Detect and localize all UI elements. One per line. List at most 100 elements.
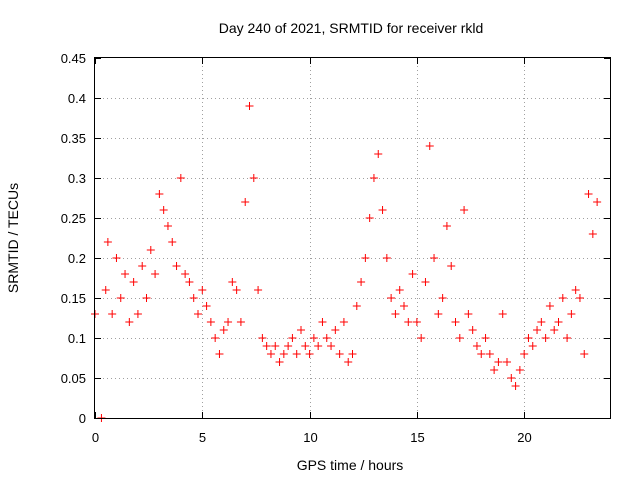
y-tick-label: 0.25 — [61, 211, 86, 226]
x-axis-label: GPS time / hours — [297, 457, 404, 473]
data-point — [357, 278, 366, 286]
data-point — [554, 318, 563, 326]
data-point — [352, 302, 361, 310]
data-point — [322, 334, 331, 342]
data-point — [460, 206, 469, 214]
data-point — [365, 214, 374, 222]
y-tick-label: 0.2 — [68, 251, 86, 266]
data-point — [430, 254, 439, 262]
data-point — [309, 334, 318, 342]
x-tick-label: 10 — [303, 430, 317, 445]
data-point — [292, 350, 301, 358]
data-point — [417, 334, 426, 342]
y-tick-label: 0.15 — [61, 291, 86, 306]
data-point — [219, 326, 228, 334]
data-point — [129, 278, 138, 286]
chart-title: Day 240 of 2021, SRMTID for receiver rkl… — [219, 20, 484, 36]
y-axis-label: SRMTID / TECUs — [5, 183, 21, 293]
data-point — [472, 342, 481, 350]
data-point — [464, 310, 473, 318]
data-point — [344, 358, 353, 366]
x-tick-label: 20 — [517, 430, 531, 445]
data-point — [442, 222, 451, 230]
data-point — [215, 350, 224, 358]
x-tick-label: 5 — [199, 430, 206, 445]
data-point — [391, 310, 400, 318]
data-point — [434, 310, 443, 318]
data-point — [477, 350, 486, 358]
data-point — [447, 262, 456, 270]
data-point — [494, 358, 503, 366]
y-tick-label: 0.35 — [61, 131, 86, 146]
data-point — [537, 318, 546, 326]
data-point — [116, 294, 125, 302]
data-point — [206, 318, 215, 326]
data-point — [498, 310, 507, 318]
data-point — [151, 270, 160, 278]
data-point — [339, 318, 348, 326]
y-tick-label: 0.3 — [68, 171, 86, 186]
data-point — [490, 366, 499, 374]
data-point — [181, 270, 190, 278]
y-tick-label: 0.05 — [61, 371, 86, 386]
x-tick-label: 15 — [410, 430, 424, 445]
data-points — [91, 102, 602, 422]
data-point — [408, 270, 417, 278]
data-point — [284, 342, 293, 350]
data-point — [163, 222, 172, 230]
data-point — [133, 310, 142, 318]
data-point — [369, 174, 378, 182]
data-point — [159, 206, 168, 214]
data-point — [550, 326, 559, 334]
data-point — [558, 294, 567, 302]
data-point — [245, 102, 254, 110]
data-point — [575, 294, 584, 302]
x-tick-label: 0 — [92, 430, 99, 445]
data-point — [503, 358, 511, 366]
data-point — [318, 318, 327, 326]
data-point — [112, 254, 121, 262]
y-tick-label: 0.1 — [68, 331, 86, 346]
data-point — [121, 270, 130, 278]
data-point — [176, 174, 185, 182]
y-tick-label: 0 — [79, 411, 86, 426]
data-point — [211, 334, 220, 342]
plot-frame — [94, 57, 611, 419]
data-point — [520, 350, 529, 358]
data-point — [588, 230, 597, 238]
data-point — [378, 206, 387, 214]
data-point — [374, 150, 383, 158]
data-point — [404, 318, 413, 326]
data-point — [348, 350, 357, 358]
data-point — [545, 302, 554, 310]
data-point — [387, 294, 396, 302]
data-point — [455, 334, 464, 342]
data-point — [232, 286, 241, 294]
data-point — [172, 262, 181, 270]
data-point — [425, 142, 434, 150]
data-point — [481, 334, 490, 342]
data-point — [507, 374, 516, 382]
data-point — [142, 294, 151, 302]
data-point — [412, 318, 421, 326]
data-point — [524, 334, 533, 342]
data-point — [571, 286, 580, 294]
data-point — [271, 342, 280, 350]
data-point — [258, 334, 267, 342]
data-point — [241, 198, 250, 206]
data-point — [541, 334, 550, 342]
data-point — [146, 246, 155, 254]
data-point — [224, 318, 233, 326]
data-point — [138, 262, 147, 270]
data-point — [331, 326, 340, 334]
data-point — [314, 342, 323, 350]
data-point — [108, 310, 117, 318]
data-point — [382, 254, 391, 262]
data-point — [485, 350, 494, 358]
data-point — [198, 286, 207, 294]
data-point — [194, 310, 202, 318]
data-point — [236, 318, 245, 326]
data-point — [168, 238, 177, 246]
data-point — [533, 326, 542, 334]
